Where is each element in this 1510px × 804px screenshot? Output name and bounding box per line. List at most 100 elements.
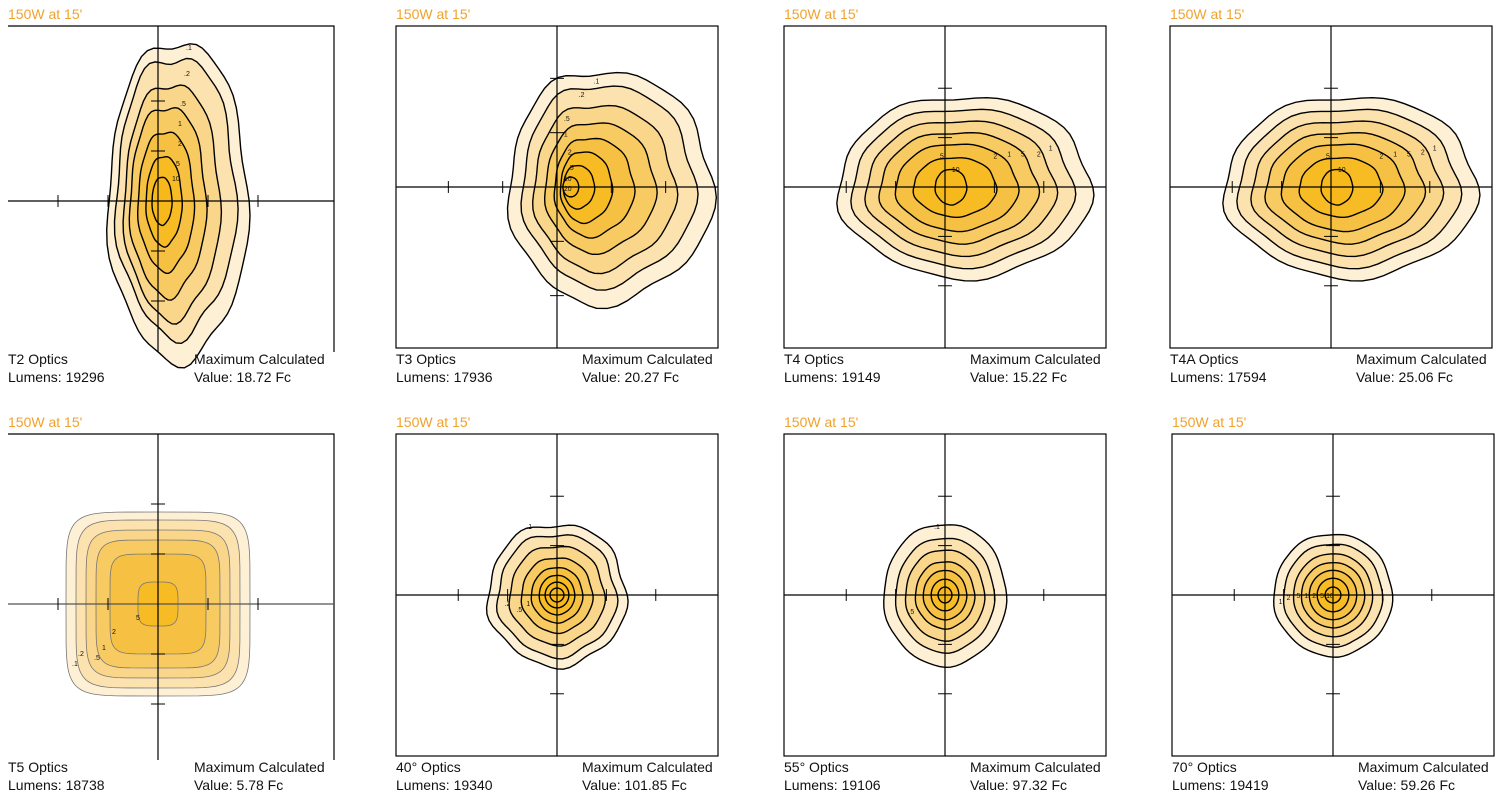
isofootcandle-plot: 1 2 5 1 2 5 10 [783, 25, 1107, 349]
contour-svg: .1 .5 [783, 433, 1107, 757]
contour-value-label: 2 [993, 153, 997, 160]
contour-value-label: 2 [1421, 149, 1425, 156]
max-calculated-label: Maximum Calculated [1358, 759, 1489, 775]
lumens-label: Lumens: 19340 [396, 777, 493, 793]
contour-value-label: 10 [1326, 593, 1334, 600]
panel-heading: 150W at 15' [1170, 6, 1245, 22]
isofootcandle-plot: 1 2 5 1 2 5 10 [1171, 433, 1495, 757]
optics-label: 40° Optics [396, 759, 461, 775]
max-value-label: Value: 59.26 Fc [1358, 777, 1456, 793]
contour-value-label: 1 [178, 121, 182, 128]
caption-left: 55° Optics Lumens: 19106 [784, 758, 881, 794]
contour-value-label: 1 [1393, 151, 1397, 158]
contour-value-label: 10 [172, 176, 180, 183]
caption-left: 40° Optics Lumens: 19340 [396, 758, 493, 794]
contour-value-label: 5 [940, 153, 944, 160]
optics-label: T3 Optics [396, 351, 456, 367]
isofootcandle-plot: .1 .2 .5 1 2 5 10 20 [395, 25, 719, 349]
contour-value-label: 10 [952, 167, 960, 174]
panel-heading: 150W at 15' [396, 414, 471, 430]
contour-value-label: 2 [1287, 595, 1291, 602]
optics-label: 70° Optics [1172, 759, 1237, 775]
contour-value-label: 1 [526, 601, 530, 608]
contour-value-label: .1 [526, 524, 532, 531]
contour-value-label: 1 [564, 132, 568, 139]
lumens-label: Lumens: 19419 [1172, 777, 1269, 793]
contour-value-label: .1 [72, 661, 78, 668]
max-value-label: Value: 101.85 Fc [582, 777, 687, 793]
contour-value-label: .5 [517, 607, 523, 614]
contour-value-label: 10 [1338, 167, 1346, 174]
panel-heading: 150W at 15' [784, 414, 859, 430]
contour-svg: .1 .2 .51 [395, 433, 719, 757]
max-calculated-label: Maximum Calculated [582, 759, 713, 775]
contour-value-label: 5 [1407, 151, 1411, 158]
contour-value-label: 1 [102, 645, 106, 652]
contour-value-label: .1 [186, 45, 192, 52]
contour-value-label: .1 [594, 78, 600, 85]
contour-value-label: 2 [1037, 151, 1041, 158]
panel-70: 150W at 15' 1 2 5 1 2 5 10 70° Optics Lumens: … [1171, 414, 1508, 804]
plot-frame [8, 433, 335, 760]
optics-label: T4 Optics [784, 351, 844, 367]
max-calculated-label: Maximum Calculated [582, 351, 713, 367]
caption-left: 70° Optics Lumens: 19419 [1172, 758, 1269, 794]
isofootcandle-plot: .1.2 .5 1 2 5 [8, 433, 335, 760]
contour-value-label: 10 [564, 176, 572, 183]
panel-t4a: 150W at 15' 1 2 5 1 2 5 10 T4A Optics Lumens: … [1169, 6, 1506, 396]
panel-t5: 150W at 15' .1.2 .5 1 2 5 T5 Optics Lumens: … [8, 414, 344, 804]
contour-value-label: 1 [1049, 145, 1053, 152]
max-value-label: Value: 97.32 Fc [970, 777, 1068, 793]
contour-svg: .1 .2 .5 1 2 5 10 20 [395, 25, 719, 349]
isofootcandle-plot: .1 .2 .5 1 [395, 433, 719, 757]
contour-value-label: .5 [564, 116, 570, 123]
contour-svg: .1.2 .51 2 5 [8, 433, 335, 760]
contour-value-label: 1 [1433, 145, 1437, 152]
caption-right: Maximum Calculated Value: 15.22 Fc [970, 350, 1101, 386]
lumens-label: Lumens: 18738 [8, 777, 105, 793]
optics-label: 55° Optics [784, 759, 849, 775]
caption-left: T5 Optics Lumens: 18738 [8, 758, 105, 794]
optics-label: T2 Optics [8, 351, 68, 367]
caption-right: Maximum Calculated Value: 20.27 Fc [582, 350, 713, 386]
caption-right: Maximum Calculated Value: 101.85 Fc [582, 758, 713, 794]
panel-t3: 150W at 15' .1 .2 .5 1 2 5 10 20 T3 Optics Lume… [395, 6, 732, 396]
contour-value-label: .1 [934, 524, 940, 531]
max-calculated-label: Maximum Calculated [194, 351, 325, 367]
contour-value-label: 1 [1304, 593, 1308, 600]
panel-heading: 150W at 15' [8, 6, 83, 22]
lumens-label: Lumens: 19149 [784, 369, 881, 385]
contour-value-label: 1 [1279, 599, 1283, 606]
optics-label: T5 Optics [8, 759, 68, 775]
contour-svg: .1 .2 .5 1 2 5 10 [8, 25, 335, 369]
optics-label: T4A Optics [1170, 351, 1239, 367]
contour-value-label: .2 [505, 601, 511, 608]
panel-t4: 150W at 15' 1 2 5 1 2 5 10 T4 Optics Lumens: 1… [783, 6, 1120, 396]
panel-heading: 150W at 15' [8, 414, 83, 430]
max-calculated-label: Maximum Calculated [194, 759, 325, 775]
caption-left: T3 Optics Lumens: 17936 [396, 350, 493, 386]
contour-value-label: 5 [176, 161, 180, 168]
lumens-label: Lumens: 19106 [784, 777, 881, 793]
contour-value-label: 2 [178, 141, 182, 148]
isofootcandle-plot: .1 .2 .5 1 2 5 10 [8, 25, 335, 369]
max-value-label: Value: 18.72 Fc [194, 369, 292, 385]
caption-left: T4A Optics Lumens: 17594 [1170, 350, 1267, 386]
lumens-label: Lumens: 17936 [396, 369, 493, 385]
contour-value-label: 5 [1326, 153, 1330, 160]
contour-value-label: 2 [568, 149, 572, 156]
panel-55: 150W at 15' .1 .5 55° Optics Lumens: 1910… [783, 414, 1120, 804]
contour-value-label: .2 [184, 71, 190, 78]
contour-value-label: 5 [136, 615, 140, 622]
contour-value-label: .5 [180, 101, 186, 108]
isofootcandle-plot: 1 2 5 1 2 5 10 [1169, 25, 1493, 349]
lumens-label: Lumens: 19296 [8, 369, 105, 385]
panel-heading: 150W at 15' [1172, 414, 1247, 430]
contour-value-label: 2 [112, 629, 116, 636]
caption-right: Maximum Calculated Value: 18.72 Fc [194, 350, 325, 386]
plot-frame [8, 25, 335, 352]
caption-right: Maximum Calculated Value: 97.32 Fc [970, 758, 1101, 794]
